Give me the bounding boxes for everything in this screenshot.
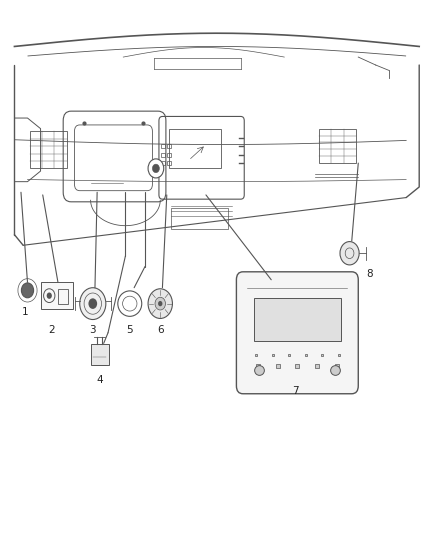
Bar: [30, 131, 67, 168]
Circle shape: [340, 241, 359, 265]
Circle shape: [155, 297, 166, 310]
Text: 3: 3: [89, 325, 96, 335]
Bar: [171, 208, 228, 229]
Circle shape: [148, 159, 164, 178]
Circle shape: [21, 283, 34, 298]
Text: 2: 2: [48, 325, 55, 335]
Bar: [92, 344, 109, 365]
Text: 7: 7: [292, 386, 298, 396]
Circle shape: [148, 289, 173, 318]
FancyBboxPatch shape: [237, 272, 358, 394]
Text: 6: 6: [157, 325, 163, 335]
Text: 1: 1: [22, 306, 28, 317]
Text: 5: 5: [127, 325, 133, 335]
Bar: [42, 282, 73, 309]
Text: 8: 8: [366, 270, 372, 279]
Circle shape: [158, 301, 162, 306]
Circle shape: [47, 293, 52, 299]
Text: 4: 4: [96, 375, 102, 385]
Circle shape: [80, 288, 106, 319]
Bar: [254, 298, 341, 341]
Circle shape: [88, 298, 97, 309]
Circle shape: [152, 164, 159, 173]
Bar: [169, 128, 221, 168]
Bar: [57, 289, 68, 304]
Bar: [319, 128, 356, 163]
